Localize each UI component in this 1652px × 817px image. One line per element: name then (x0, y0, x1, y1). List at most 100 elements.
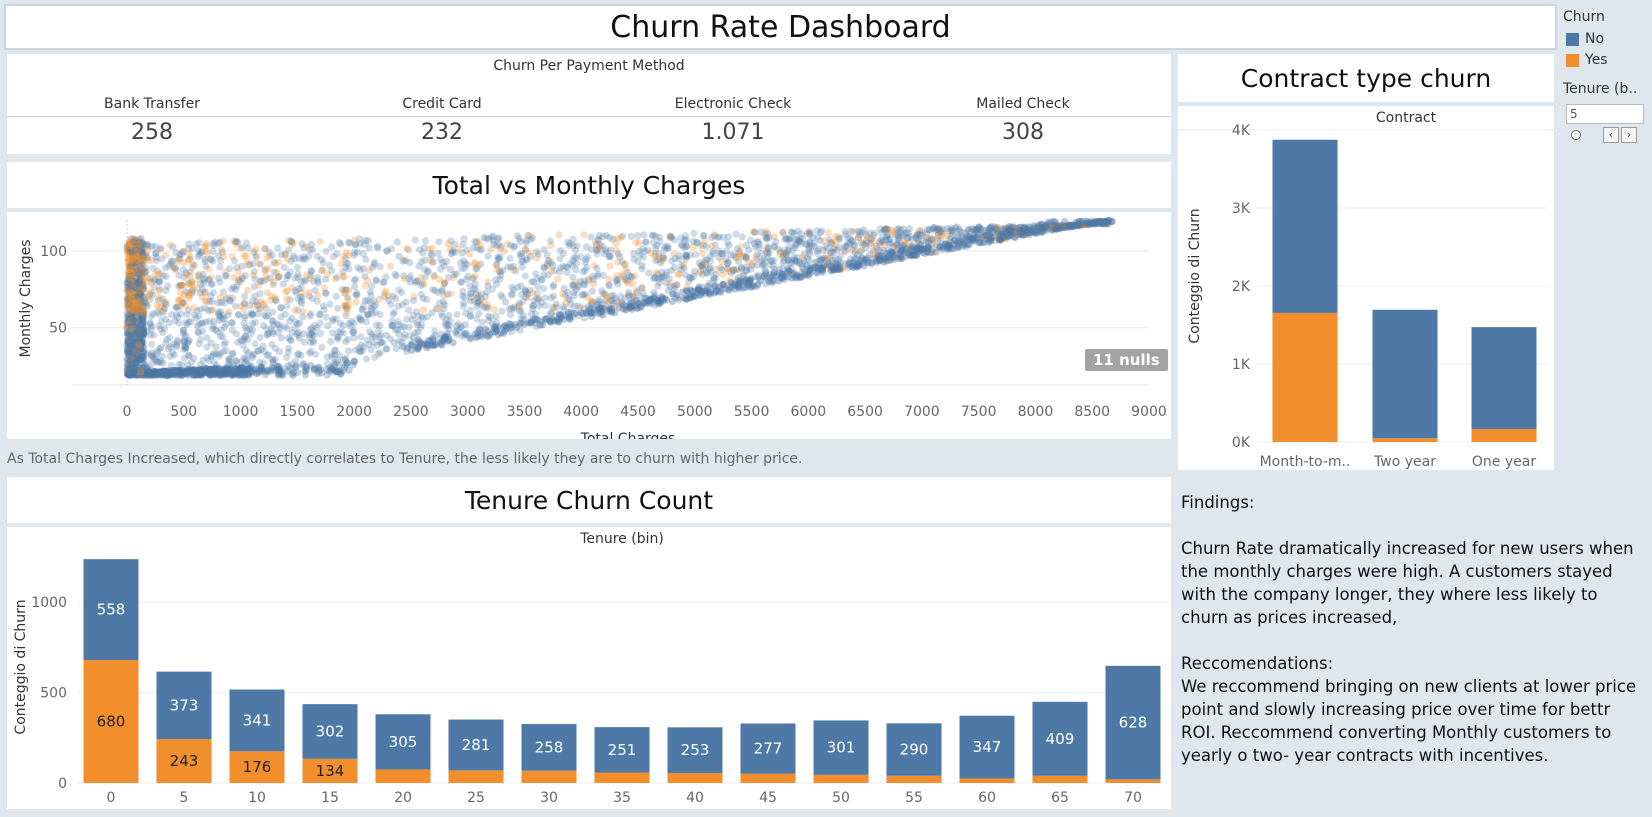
scatter-point (197, 368, 205, 376)
scatter-point (181, 342, 189, 350)
scatter-point (171, 371, 179, 379)
tenure-xtick-label-12: 60 (978, 790, 996, 806)
scatter-point (921, 249, 929, 257)
scatter-point (331, 368, 339, 376)
scatter-point (506, 254, 514, 263)
scatter-point (429, 258, 437, 266)
scatter-point (238, 364, 246, 372)
scatter-point (202, 366, 210, 374)
scatter-point (217, 371, 225, 379)
scatter-point (201, 297, 209, 305)
scatter-point (173, 367, 181, 375)
scatter-point (139, 369, 147, 377)
scatter-point (466, 297, 475, 305)
scatter-point (166, 369, 174, 378)
scatter-point (278, 371, 286, 379)
nulls-badge[interactable]: 11 nulls (1085, 349, 1168, 371)
scatter-point (780, 276, 788, 284)
scatter-point (178, 369, 186, 377)
scatter-point (216, 365, 224, 373)
tenure-bar-label-no-13: 409 (1046, 730, 1075, 748)
tenure-xtick-label-14: 70 (1124, 790, 1142, 806)
tenure-xtick-label-2: 10 (248, 790, 266, 806)
scatter-point (285, 317, 294, 325)
scatter-point (216, 370, 224, 378)
scatter-point (234, 363, 242, 371)
scatter-point (144, 371, 152, 379)
scatter-point (205, 371, 214, 379)
scatter-point (323, 365, 331, 373)
scatter-point (194, 371, 202, 379)
scatter-point (273, 320, 281, 328)
scatter-point (174, 369, 182, 377)
filter-prev-button[interactable]: ‹ (1603, 127, 1619, 143)
scatter-point (203, 368, 211, 376)
scatter-point (152, 249, 160, 257)
scatter-point (273, 366, 281, 374)
scatter-point (147, 369, 155, 377)
scatter-point (836, 234, 844, 242)
scatter-point (264, 366, 272, 374)
scatter-point (157, 255, 166, 263)
scatter-point (651, 252, 659, 260)
scatter-point (310, 364, 319, 372)
contract-bar-no-1 (1372, 309, 1438, 439)
legend-item-yes[interactable]: Yes (1566, 52, 1608, 68)
scatter-point (440, 334, 448, 342)
scatter-point (184, 366, 192, 374)
scatter-point (155, 369, 163, 377)
scatter-point (467, 289, 475, 298)
scatter-point (210, 365, 218, 373)
scatter-point (430, 273, 438, 281)
scatter-point (818, 227, 826, 235)
scatter-point (724, 233, 733, 241)
scatter-point (805, 227, 814, 235)
scatter-point (409, 311, 417, 320)
filter-next-button[interactable]: › (1621, 127, 1637, 143)
scatter-point (294, 270, 302, 278)
scatter-point (332, 367, 340, 375)
scatter-point (188, 366, 196, 375)
scatter-point (178, 369, 186, 377)
scatter-point (695, 286, 703, 294)
scatter-point (188, 366, 196, 374)
tenure-bar-yes-12 (959, 778, 1015, 783)
scatter-point (525, 249, 533, 257)
scatter-point (142, 369, 150, 377)
scatter-point (469, 244, 477, 252)
scatter-point (327, 366, 335, 374)
scatter-point (514, 283, 522, 291)
tenure-slider-handle[interactable] (1571, 130, 1581, 140)
scatter-point (1052, 222, 1060, 230)
legend-item-no[interactable]: No (1566, 31, 1604, 47)
scatter-point (159, 369, 167, 377)
scatter-point (262, 325, 270, 333)
scatter-point (190, 371, 198, 379)
payment-panel: Churn Per Payment Method Bank Transfer 2… (7, 54, 1171, 154)
scatter-point (204, 370, 212, 378)
scatter-point (216, 367, 224, 375)
scatter-point (607, 246, 615, 254)
scatter-point (131, 370, 139, 378)
scatter-point (823, 261, 832, 269)
scatter-point (682, 295, 690, 303)
tenure-xtick-label-7: 35 (613, 790, 631, 806)
scatter-point (208, 369, 216, 377)
scatter-point (153, 301, 161, 309)
scatter-point (434, 249, 442, 257)
scatter-point (196, 365, 204, 373)
scatter-point (129, 365, 137, 373)
scatter-point (189, 367, 197, 375)
scatter-point (350, 357, 358, 365)
scatter-point (202, 368, 210, 376)
scatter-point (779, 253, 787, 261)
scatter-point (191, 370, 199, 378)
tenure-filter-input[interactable] (1566, 104, 1644, 124)
scatter-point (198, 365, 206, 373)
scatter-point (576, 277, 584, 285)
scatter-point (223, 369, 231, 377)
scatter-point (814, 233, 822, 241)
scatter-point (170, 369, 178, 377)
contract-ytick-label-0: 0K (1232, 435, 1251, 451)
scatter-point (337, 240, 345, 248)
